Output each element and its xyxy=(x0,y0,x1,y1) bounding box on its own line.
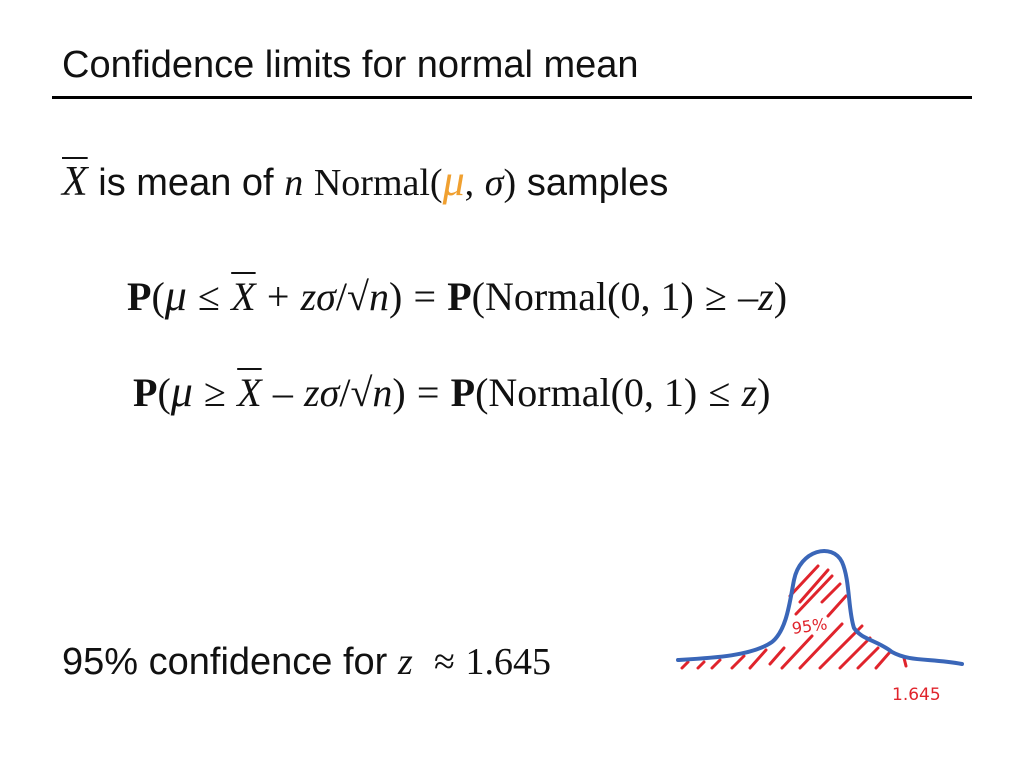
xbar-symbol: X xyxy=(62,159,88,205)
slash: / xyxy=(339,370,351,415)
statement-text-2: samples xyxy=(526,162,669,204)
mu-symbol: μ xyxy=(442,156,465,205)
xbar-symbol: X xyxy=(231,274,256,319)
close-paren: ) xyxy=(388,274,403,319)
z-symbol: z xyxy=(758,274,774,319)
equals-symbol: = xyxy=(416,370,440,415)
sqrt-symbol: √ xyxy=(350,370,373,415)
z-value: 1.645 xyxy=(465,641,551,683)
open-paren: ( xyxy=(157,370,171,415)
percent-label: 95% xyxy=(791,614,829,638)
prob-operator: P xyxy=(133,370,158,415)
close-paren: ) xyxy=(757,370,771,415)
z-label: 1.645 xyxy=(892,685,941,705)
normal-curve-sketch: 95% 1.645 xyxy=(676,549,964,705)
standard-normal: (Normal(0, 1) xyxy=(471,274,694,319)
equation-upper: P ( μ ≤ X + z σ / √ n ) = P (Normal(0, 1… xyxy=(127,270,787,321)
close-paren: ) xyxy=(773,274,788,319)
n-symbol: n xyxy=(368,274,389,319)
close-paren: ) xyxy=(503,162,517,204)
leq-symbol: ≤ xyxy=(198,274,220,319)
sqrt-symbol: √ xyxy=(347,274,369,319)
geq-symbol: ≥ xyxy=(705,274,727,319)
n-symbol: n xyxy=(372,370,393,415)
mu-symbol: μ xyxy=(164,271,187,320)
slash: / xyxy=(335,274,347,319)
title-underline xyxy=(52,96,972,99)
close-paren: ) xyxy=(392,370,406,415)
leq-symbol: ≤ xyxy=(708,370,731,415)
xbar-symbol: X xyxy=(237,370,262,415)
prob-operator: P xyxy=(447,274,472,319)
bell-curve xyxy=(676,549,964,666)
statement-line: X is mean of n Normal( μ , σ ) samples xyxy=(62,155,668,206)
shaded-region-hatching xyxy=(680,564,908,670)
equals-symbol: = xyxy=(413,274,437,319)
open-paren: ( xyxy=(151,274,165,319)
z-symbol: z xyxy=(741,370,758,415)
normal-text: Normal( xyxy=(313,162,443,204)
z-symbol: z xyxy=(304,370,320,415)
comma: , xyxy=(464,162,475,204)
plus-symbol: + xyxy=(266,274,290,319)
approx-symbol: ≈ xyxy=(434,641,455,683)
statement-text-1: is mean of xyxy=(98,162,274,204)
confidence-line: 95% confidence for z ≈ 1.645 xyxy=(62,640,551,684)
minus-symbol: – xyxy=(738,274,759,319)
mu-symbol: μ xyxy=(170,367,193,416)
minus-symbol: – xyxy=(272,370,293,415)
sigma-symbol: σ xyxy=(484,162,504,204)
z-symbol: z xyxy=(300,274,317,319)
prob-operator: P xyxy=(127,274,152,319)
sigma-symbol: σ xyxy=(316,274,336,319)
confidence-text: 95% confidence for xyxy=(62,641,388,683)
equation-lower: P ( μ ≥ X – z σ / √ n ) = P (Normal(0, 1… xyxy=(133,366,770,417)
z-symbol: z xyxy=(397,641,413,683)
geq-symbol: ≥ xyxy=(204,370,226,415)
standard-normal: (Normal(0, 1) xyxy=(475,370,698,415)
n-symbol: n xyxy=(284,162,304,204)
sigma-symbol: σ xyxy=(319,370,340,415)
prob-operator: P xyxy=(450,370,476,415)
slide-title: Confidence limits for normal mean xyxy=(62,44,639,86)
